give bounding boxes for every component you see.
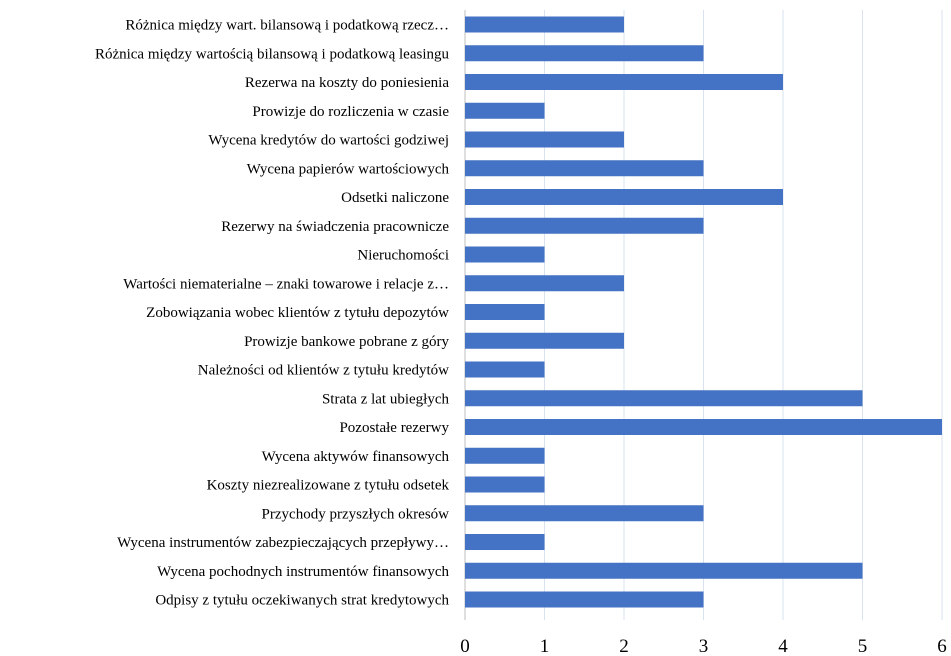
category-labels: Różnica między wart. bilansową i podatko… (95, 18, 450, 609)
bars (465, 16, 942, 608)
category-label: Zobowiązania wobec klientów z tytułu dep… (146, 305, 449, 321)
x-tick-label: 0 (460, 636, 470, 656)
category-label: Prowizje do rozliczenia w czasie (252, 104, 449, 120)
bar (465, 534, 545, 550)
bar (465, 304, 545, 320)
x-tick-label: 2 (619, 636, 629, 656)
x-tick-label: 5 (858, 636, 868, 656)
category-label: Odsetki naliczone (341, 190, 449, 206)
category-label: Wycena kredytów do wartości godziwej (208, 133, 449, 149)
x-tick-label: 6 (937, 636, 947, 656)
bar (465, 45, 704, 62)
category-label: Strata z lat ubiegłych (322, 391, 450, 407)
bar (465, 102, 545, 119)
bar (465, 246, 545, 263)
x-tick-label: 4 (778, 636, 788, 656)
category-label: Wycena instrumentów zabezpieczających pr… (117, 535, 449, 551)
category-label: Różnica między wartością bilansową i pod… (95, 46, 450, 62)
bar (465, 332, 624, 349)
category-label: Koszty niezrealizowane z tytułu odsetek (207, 478, 450, 494)
category-label: Rezerwa na koszty do poniesienia (245, 75, 449, 91)
category-label: Wycena pochodnych instrumentów finansowy… (157, 564, 449, 580)
category-label: Wycena aktywów finansowych (262, 449, 450, 465)
bar (465, 591, 704, 608)
bar (465, 447, 545, 464)
bar (465, 476, 545, 493)
category-label: Przychody przyszłych okresów (262, 506, 450, 522)
category-label: Nieruchomości (357, 248, 449, 264)
category-label: Odpisy z tytułu oczekiwanych strat kredy… (155, 593, 449, 609)
bar (465, 189, 783, 205)
bar (465, 131, 624, 148)
x-axis-tick-labels: 0 1 2 3 4 5 6 (460, 636, 947, 656)
bar (465, 16, 624, 33)
category-label: Należności od klientów z tytułu kredytów (198, 363, 449, 379)
bar (465, 361, 545, 378)
bar (465, 505, 704, 522)
category-label: Rezerwy na świadczenia pracownicze (221, 219, 449, 235)
x-tick-label: 1 (540, 636, 550, 656)
x-tick-label: 3 (699, 636, 709, 656)
bar (465, 74, 783, 90)
category-label: Wycena papierów wartościowych (247, 161, 450, 177)
bar (465, 217, 704, 234)
category-label: Pozostałe rezerwy (339, 420, 449, 436)
bar (465, 275, 624, 292)
category-label: Wartości niematerialne – znaki towarowe … (123, 276, 449, 292)
bar (465, 390, 863, 407)
bar (465, 419, 942, 435)
category-label: Różnica między wart. bilansową i podatko… (125, 18, 449, 34)
bar (465, 562, 863, 579)
bar (465, 160, 704, 177)
category-label: Prowizje bankowe pobrane z góry (244, 334, 449, 350)
